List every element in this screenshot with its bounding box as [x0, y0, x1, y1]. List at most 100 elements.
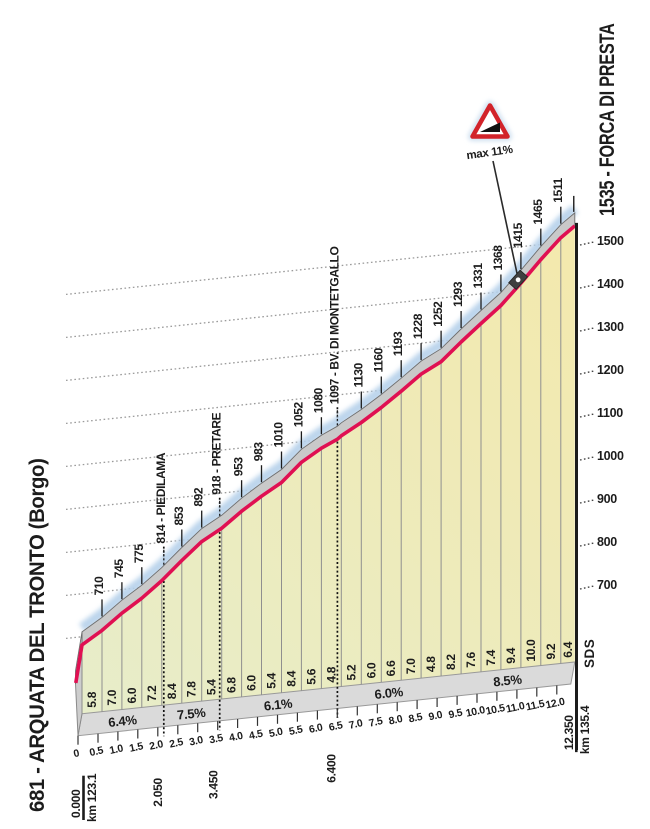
gradient-value: 9.2	[544, 643, 558, 659]
gradient-value: 7.2	[145, 685, 159, 701]
elevation-label: 1097 - BV. DI MONTETGALLO	[327, 247, 341, 405]
right-axis: 1500 1400 1300 1200 1100 1000 900 800 700	[573, 195, 624, 750]
km-tick-label: 0.5	[88, 744, 104, 759]
section-average: 6.0%	[374, 684, 405, 702]
gradient-value: 9.4	[504, 647, 518, 663]
hill-area	[82, 225, 575, 714]
km-band	[74, 644, 576, 737]
km-tick-label: 2.0	[148, 738, 164, 753]
km-tick-label: 10.0	[465, 704, 487, 720]
gradient-value: 5.2	[344, 664, 358, 680]
gradient-value: 8.2	[444, 654, 458, 670]
elevation-label: 1415	[511, 222, 525, 248]
gridline-900	[65, 498, 575, 554]
axis-tick-stub	[579, 585, 595, 590]
gradient-value: 10.0	[524, 639, 538, 662]
elevation-label: 918 - PRETARE	[210, 412, 224, 494]
km-tick-label: 4.0	[228, 730, 244, 745]
axis-elevation-label: 1300	[597, 320, 624, 334]
elevation-label: 953	[232, 457, 246, 477]
elevation-label: 1293	[451, 281, 465, 307]
steep-section-marker	[508, 269, 529, 291]
section-average: 6.4%	[108, 712, 139, 730]
elevation-label: 1252	[431, 301, 445, 327]
gradient-value: 4.8	[324, 666, 338, 682]
axis-tick-stub	[579, 456, 595, 461]
km-tick-label: 5.5	[288, 723, 304, 738]
finish-location-title: 1535 - FORCA DI PRESTA	[596, 23, 619, 217]
boundary-distance: 3.450	[207, 770, 221, 799]
gradient-value: 6.6	[384, 660, 398, 676]
km-tick-label: 1.0	[108, 742, 124, 757]
boundary-distance: 0.000	[69, 789, 83, 818]
gradient-value: 5.6	[304, 668, 318, 684]
gradient-labels: 5.8 7.0 6.0 7.2 8.4 7.8 5.4 6.8 6.0 5.4 8.4 5.6 4.8 5…	[85, 639, 575, 708]
axis-tick-stub	[579, 413, 595, 418]
gradient-value: 8.4	[285, 670, 299, 686]
race-km-label: km 135.4	[578, 705, 592, 754]
sds-logo: SDS	[582, 639, 597, 668]
gradient-value: 7.0	[105, 689, 119, 705]
elevation-label: 1130	[351, 362, 365, 387]
elevation-label: 1052	[291, 401, 305, 427]
max-gradient-text: max 11%	[466, 144, 514, 162]
elevation-label: 853	[172, 506, 186, 526]
km-tick-label: 0	[72, 747, 80, 760]
slope-pictogram	[480, 122, 500, 132]
elevation-label: 775	[132, 544, 146, 564]
elevation-label: 710	[92, 576, 106, 596]
axis-tick-stub	[579, 284, 595, 289]
gridline-1500	[65, 240, 575, 296]
gradient-value: 8.4	[165, 683, 179, 699]
axis-elevation-label: 700	[597, 578, 617, 592]
km-tick-label: 1.5	[128, 740, 144, 755]
section-average-labels: 6.4% 7.5% 6.1% 6.0% 8.5%	[108, 672, 524, 730]
km-tick-label: 8.5	[408, 711, 424, 726]
axis-elevation-label: 900	[597, 492, 617, 506]
gradient-value: 5.8	[85, 691, 99, 707]
half-km-gridlines	[101, 236, 562, 712]
gradient-value: 4.8	[424, 656, 438, 672]
axis-elevation-label: 1100	[597, 406, 623, 420]
axis-elevation-label: 1200	[597, 363, 624, 377]
marker-dot	[515, 277, 521, 283]
axis-elevation-label: 1000	[597, 449, 624, 463]
km-tick-label: 6.0	[308, 721, 324, 736]
road-glow	[79, 205, 579, 632]
elevation-label: 814 - PIEDILAMA	[154, 452, 168, 543]
km-tick-label: 7.5	[368, 715, 384, 730]
gradient-value: 7.6	[464, 651, 478, 667]
gridline-1100	[65, 412, 575, 468]
gradient-value: 7.8	[185, 681, 199, 697]
km-tick-label: 3.5	[208, 732, 224, 747]
km-tick-label: 11.5	[525, 698, 546, 714]
section-average: 7.5%	[176, 705, 207, 723]
gradient-value: 6.8	[225, 677, 239, 693]
section-average: 6.1%	[263, 696, 294, 714]
km-tick-label: 7.0	[348, 717, 364, 732]
km-tick-label: 4.5	[248, 728, 264, 743]
axis-tick-stub	[579, 327, 595, 332]
boundary-distance: 6.400	[324, 754, 338, 783]
gradient-value: 5.4	[205, 679, 219, 695]
gradient-value: 6.0	[364, 662, 378, 678]
axis-elevation-label: 800	[597, 535, 617, 549]
road-red-line	[74, 224, 576, 684]
km-tick-label: 6.5	[328, 719, 344, 734]
axis-tick-stub	[579, 370, 595, 375]
road	[74, 205, 579, 684]
gradient-value: 6.0	[125, 687, 139, 703]
elevation-label: 1010	[272, 422, 286, 448]
elevation-label: 1331	[471, 263, 485, 289]
race-km-label: km 123.1	[85, 773, 99, 822]
elevation-point-labels: 710 745 775 814 - PIEDILAMA 853 892 918 - PRET…	[92, 178, 565, 617]
elevation-label: 1228	[411, 313, 425, 339]
sds-logo-text: SDS	[582, 639, 597, 668]
elevation-label: 745	[112, 559, 126, 579]
section-average: 8.5%	[493, 672, 524, 690]
gridline-1400	[65, 283, 575, 339]
gradient-value: 5.4	[265, 672, 279, 688]
gradient-value: 7.0	[404, 658, 418, 674]
elevation-label: 983	[252, 442, 266, 462]
